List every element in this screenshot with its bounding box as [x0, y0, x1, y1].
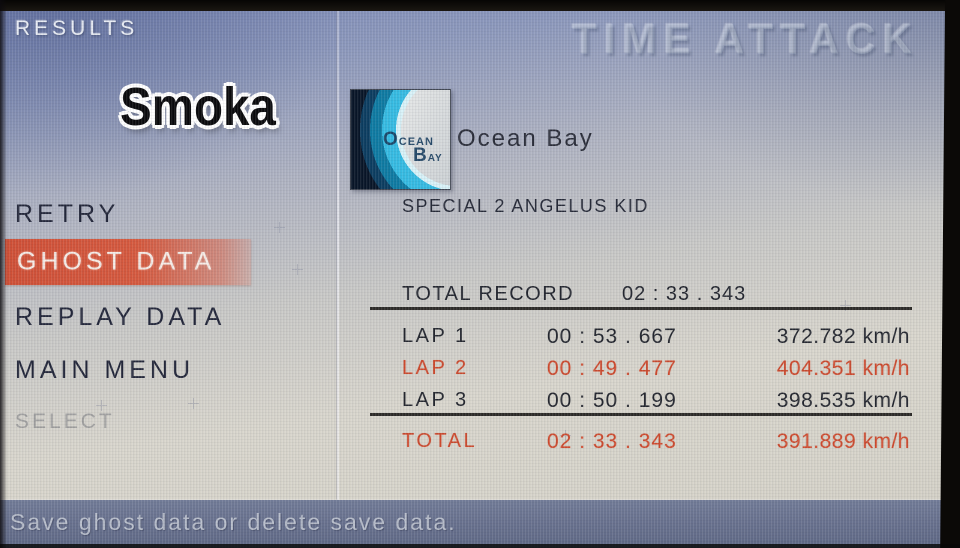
event-vehicle-line: SPECIAL 2 ANGELUS KID: [402, 196, 649, 216]
bg-cross-mark: [274, 222, 285, 233]
lap-2-speed: 404.351 km/h: [776, 357, 910, 380]
bezel-left: [0, 0, 7, 548]
lap-2-time: 00 : 49 . 477: [547, 357, 677, 380]
lap-1-speed: 372.782 km/h: [776, 325, 910, 348]
menu-item-main-menu[interactable]: MAIN MENU: [15, 356, 195, 384]
total-record-row: TOTAL RECORD 02 : 33 . 343: [402, 283, 912, 307]
total-row: TOTAL 02 : 33 . 343 391.889 km/h: [402, 430, 912, 454]
time-attack-watermark: TIME ATTACK: [572, 14, 920, 64]
status-message: Save ghost data or delete save data.: [10, 509, 457, 535]
bg-cross-mark: [292, 264, 303, 275]
total-record-value: 02 : 33 . 343: [622, 283, 747, 305]
lap-3-time: 00 : 50 . 199: [547, 389, 677, 412]
select-hint-label: SELECT: [15, 410, 115, 433]
page-title: RESULTS: [15, 17, 139, 40]
total-label: TOTAL: [402, 430, 478, 452]
track-icon-word-2: BAY: [413, 145, 443, 166]
lap-3-speed: 398.535 km/h: [776, 389, 910, 412]
player-name-overlay: Smoka: [120, 77, 276, 137]
lap-row-3: LAP 3 00 : 50 . 199 398.535 km/h: [402, 389, 912, 413]
lap-3-label: LAP 3: [402, 389, 469, 411]
lap-1-label: LAP 1: [402, 325, 469, 347]
lap-1-time: 00 : 53 . 667: [547, 325, 677, 348]
lap-row-1: LAP 1 00 : 53 . 667 372.782 km/h: [402, 325, 912, 349]
lap-2-label: LAP 2: [402, 357, 469, 379]
table-rule-bottom: [370, 413, 912, 416]
track-icon-word-1: OCEAN: [383, 129, 434, 150]
bezel-top: [0, 0, 960, 11]
table-rule-top: [370, 307, 912, 310]
status-bar: Save ghost data or delete save data.: [0, 500, 960, 548]
menu-item-retry[interactable]: RETRY: [15, 200, 120, 228]
bezel-right: [940, 0, 960, 548]
menu-item-replay-data[interactable]: REPLAY DATA: [15, 303, 226, 331]
bezel-bottom: [0, 544, 960, 548]
menu-item-ghost-data-label: GHOST DATA: [17, 247, 216, 276]
bg-cross-mark: [188, 398, 199, 409]
track-thumbnail-ocean-bay: OCEAN BAY: [350, 89, 451, 190]
total-time: 02 : 33 . 343: [547, 430, 677, 453]
total-record-label: TOTAL RECORD: [402, 283, 575, 305]
total-speed: 391.889 km/h: [776, 430, 910, 453]
lap-row-2-best: LAP 2 00 : 49 . 477 404.351 km/h: [402, 357, 912, 381]
panel-divider: [337, 11, 339, 500]
track-name: Ocean Bay: [457, 125, 594, 152]
menu-item-ghost-data[interactable]: GHOST DATA: [5, 239, 251, 285]
